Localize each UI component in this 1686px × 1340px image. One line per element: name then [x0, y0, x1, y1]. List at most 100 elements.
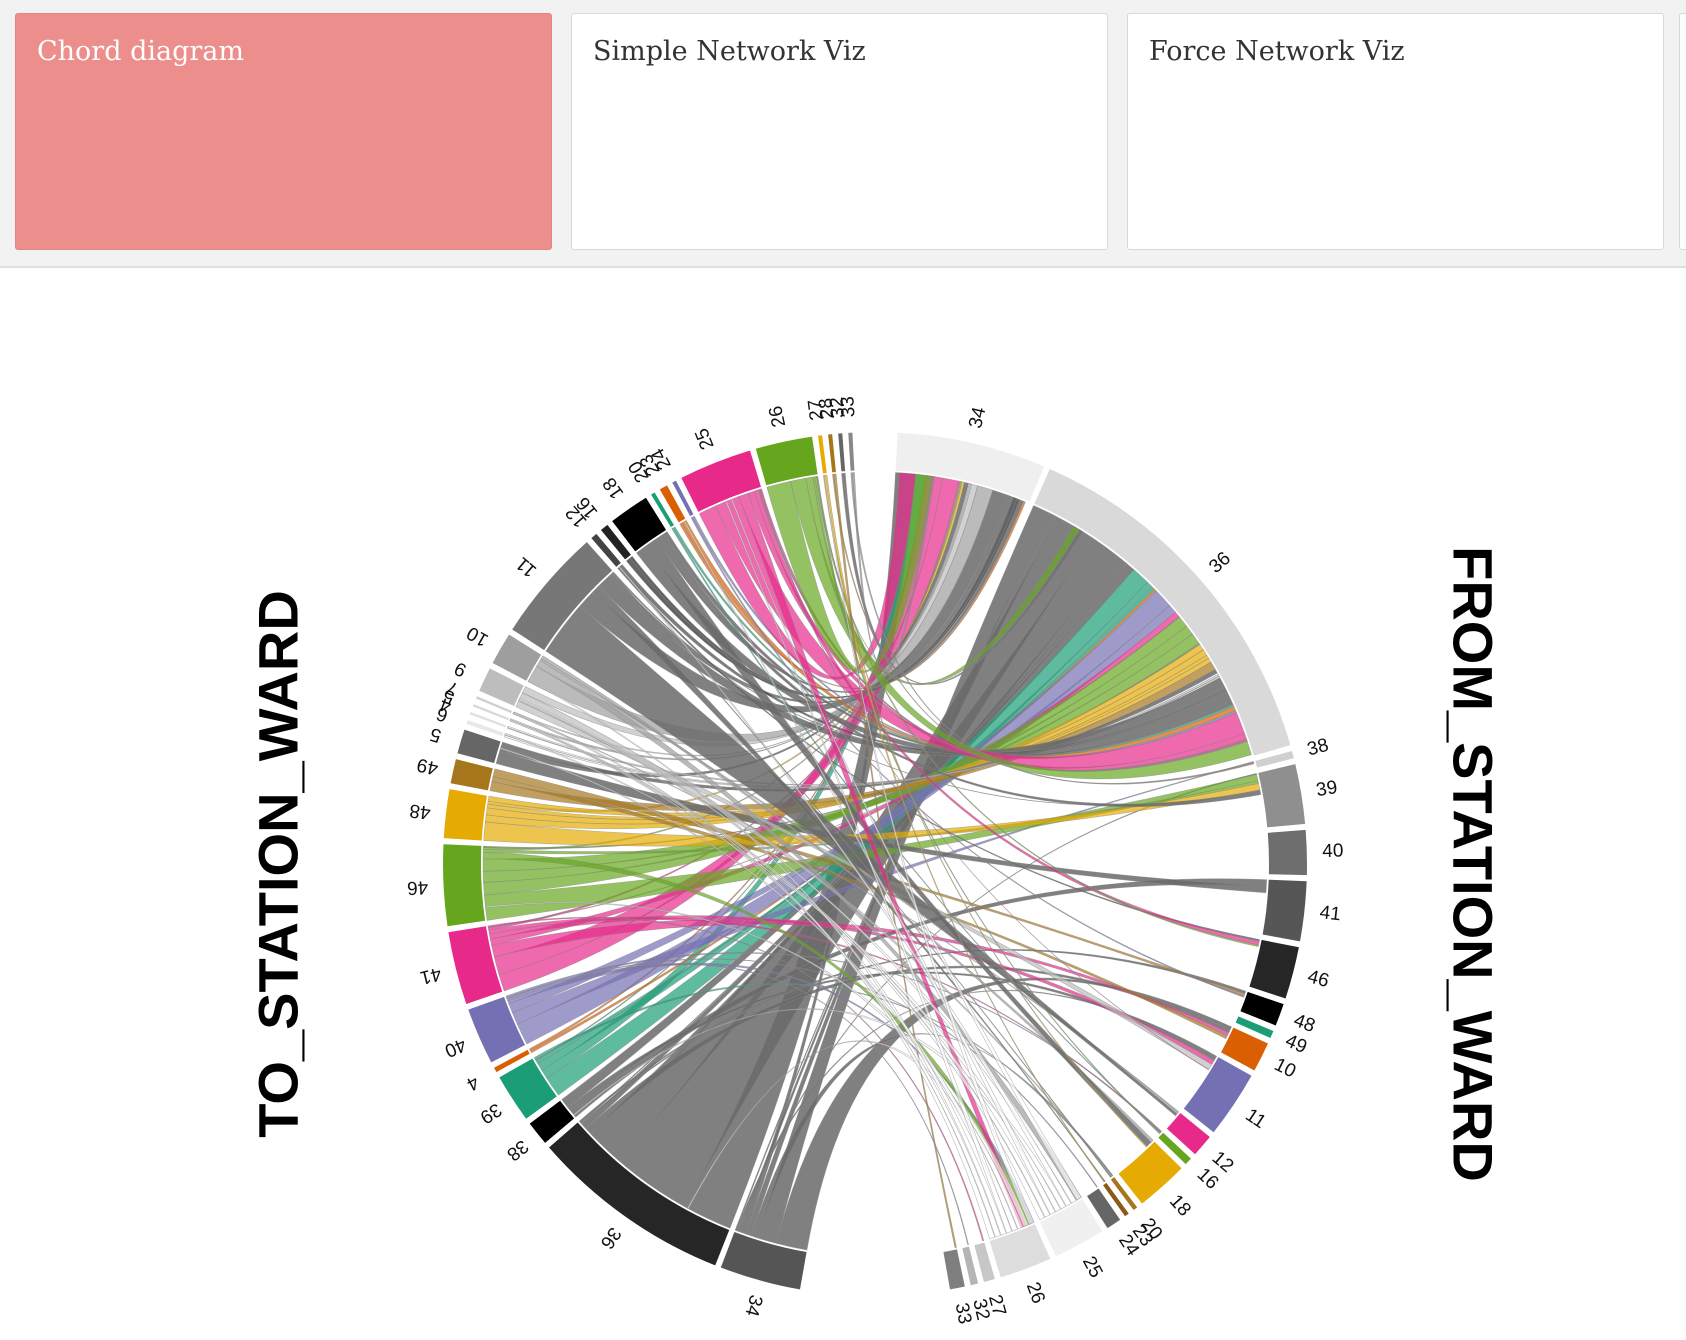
ribbon-to-33	[850, 472, 1255, 785]
to-ward-label-41: 41	[418, 962, 444, 987]
to-ward-label-33: 33	[837, 396, 859, 418]
from-ward-arc-36[interactable]	[1034, 468, 1291, 756]
to-ward-arc-20[interactable]	[651, 492, 674, 528]
from-ward-arc-11[interactable]	[1183, 1057, 1252, 1133]
to-ward-label-36: 36	[596, 1223, 625, 1252]
to-ward-arc-16[interactable]	[600, 524, 631, 560]
from-ward-arc-23[interactable]	[1103, 1182, 1129, 1217]
ribbon-to-12	[617, 566, 1261, 942]
to-ward-label-38: 38	[502, 1135, 532, 1165]
from-ward-arc-16[interactable]	[1158, 1132, 1191, 1165]
ribbon-to-9	[515, 700, 1213, 1070]
ribbon-from-26	[823, 474, 1035, 1225]
to-ward-label-5: 5	[428, 723, 444, 746]
to-ward-arc-33[interactable]	[848, 432, 855, 471]
ribbon-to-41	[491, 918, 1230, 1037]
from-ward-arc-12[interactable]	[1166, 1112, 1210, 1155]
tab-bar: Chord diagram Simple Network Viz Force N…	[0, 0, 1686, 268]
to-ward-arc-5[interactable]	[457, 729, 501, 764]
to-ward-arc-12[interactable]	[591, 533, 621, 567]
chord-diagram: 3436383940414648491011121618202324252627…	[407, 396, 1344, 1326]
ribbon-to-25	[759, 488, 1210, 1071]
from-ward-label-38: 38	[1305, 735, 1331, 761]
from-ward-arc-33[interactable]	[943, 1249, 965, 1290]
from-ward-arc-40[interactable]	[1267, 829, 1307, 876]
to-ward-label-26: 26	[765, 404, 790, 429]
to-ward-arc-26[interactable]	[755, 436, 818, 486]
ribbon-from-25	[618, 566, 1072, 1207]
to-ward-arc-38[interactable]	[529, 1100, 575, 1143]
to-ward-label-40: 40	[441, 1033, 469, 1061]
from-ward-label-11: 11	[1241, 1105, 1269, 1133]
from-ward-arc-18[interactable]	[1118, 1141, 1182, 1204]
ribbon-to-41	[487, 916, 985, 1242]
from-ward-arc-20[interactable]	[1110, 1177, 1138, 1211]
to-ward-arc-48[interactable]	[443, 789, 487, 841]
ribbon-from-25	[504, 733, 1061, 1213]
to-ward-arc-34[interactable]	[720, 1232, 807, 1290]
from-station-ward-title: FROM_STATION_WARD	[1441, 546, 1505, 1182]
ribbon-to-20	[671, 527, 1161, 1134]
tab-chord-diagram-label: Chord diagram	[37, 36, 244, 67]
to-ward-arc-36[interactable]	[549, 1122, 730, 1266]
ribbon-to-18	[659, 533, 1262, 808]
to-ward-arc-27[interactable]	[817, 435, 827, 474]
to-ward-arc-41[interactable]	[448, 926, 503, 1004]
to-ward-arc-4[interactable]	[469, 712, 507, 728]
from-ward-arc-38[interactable]	[1255, 750, 1294, 768]
to-ward-arc-40[interactable]	[468, 996, 526, 1063]
chord-ribbons	[482, 472, 1268, 1251]
to-ward-arc-46[interactable]	[443, 844, 486, 927]
to-ward-arc-24[interactable]	[672, 480, 694, 517]
from-ward-label-18: 18	[1165, 1191, 1195, 1221]
ribbon-to-27	[822, 474, 1148, 1148]
to-ward-arc-5[interactable]	[472, 704, 509, 721]
to-ward-arc-23[interactable]	[659, 485, 686, 523]
from-ward-arc-24[interactable]	[1087, 1188, 1121, 1229]
from-ward-label-41: 41	[1319, 902, 1342, 925]
tab-overflow-edge[interactable]	[1679, 13, 1686, 250]
to-ward-arc-4[interactable]	[494, 1049, 530, 1073]
to-ward-arc-25[interactable]	[681, 450, 761, 512]
to-ward-arc-39[interactable]	[499, 1058, 557, 1119]
ribbon-to-26	[816, 475, 1081, 685]
tab-simple-network-viz[interactable]: Simple Network Viz	[571, 13, 1108, 250]
ribbon-to-24	[690, 516, 1245, 998]
to-ward-arc-11[interactable]	[512, 542, 613, 651]
to-ward-arc-18[interactable]	[612, 497, 667, 552]
tab-chord-diagram[interactable]: Chord diagram	[15, 13, 552, 250]
ribbon-to-32	[842, 472, 1083, 685]
from-ward-label-39: 39	[1315, 777, 1339, 801]
to-ward-label-34: 34	[740, 1293, 766, 1319]
from-ward-label-26: 26	[1022, 1279, 1049, 1306]
from-ward-arc-26[interactable]	[989, 1224, 1051, 1278]
from-ward-arc-39[interactable]	[1258, 764, 1306, 828]
to-ward-arc-10[interactable]	[492, 634, 542, 681]
to-ward-label-9: 9	[451, 657, 470, 681]
to-ward-label-32: 32	[826, 396, 849, 419]
to-ward-arc-7[interactable]	[475, 696, 512, 714]
to-ward-arc-32[interactable]	[838, 433, 846, 472]
from-ward-arc-34[interactable]	[895, 432, 1045, 502]
ward-arcs	[443, 432, 1307, 1290]
from-ward-arc-25[interactable]	[1039, 1198, 1103, 1257]
to-ward-label-11: 11	[512, 552, 541, 581]
tab-force-network-viz[interactable]: Force Network Viz	[1127, 13, 1664, 250]
from-ward-arc-49[interactable]	[1235, 1016, 1274, 1038]
from-ward-label-10: 10	[1271, 1054, 1299, 1082]
from-ward-arc-32[interactable]	[962, 1246, 979, 1286]
to-ward-arc-9[interactable]	[479, 668, 524, 706]
from-ward-arc-46[interactable]	[1249, 939, 1299, 999]
to-ward-arc-49[interactable]	[450, 759, 493, 791]
from-ward-arc-10[interactable]	[1221, 1027, 1268, 1071]
from-ward-arc-27[interactable]	[974, 1242, 995, 1283]
ribbon-to-40	[511, 761, 1254, 1025]
from-ward-label-46: 46	[1305, 966, 1331, 992]
ribbon-from-26	[725, 500, 1013, 1234]
from-ward-arc-41[interactable]	[1262, 879, 1307, 942]
ribbon-to-38	[569, 878, 1268, 1118]
from-ward-label-40: 40	[1322, 841, 1344, 863]
to-ward-arc-6[interactable]	[466, 720, 504, 737]
to-ward-arc-28[interactable]	[828, 434, 836, 473]
from-ward-arc-48[interactable]	[1240, 991, 1284, 1026]
